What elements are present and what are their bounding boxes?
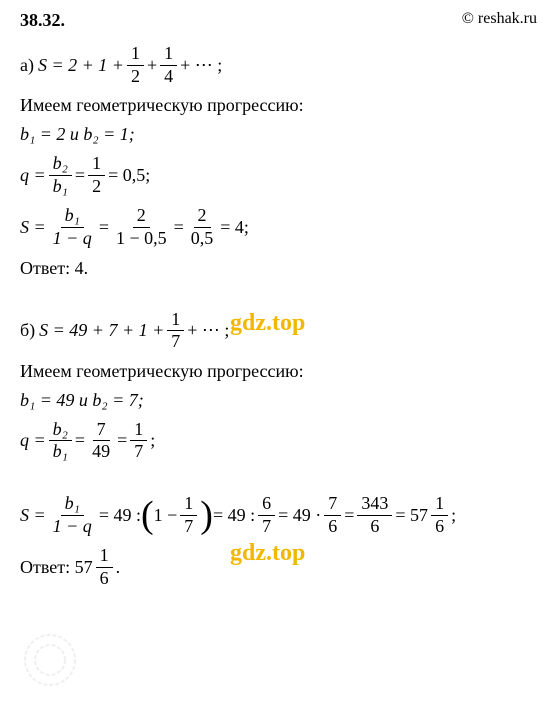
den: 2 <box>88 176 105 198</box>
den: 6 <box>431 516 448 538</box>
num: 1 <box>127 43 144 66</box>
dots: + ⋯ ; <box>180 55 222 76</box>
q-line-b: q = b₂ b₁ = 7 49 = 1 7 ; <box>20 419 537 463</box>
q-frac1b: b₂ b₁ <box>49 419 72 463</box>
s-frac1b: b₁ 1 − q <box>49 493 96 537</box>
q-line-a: q = b₂ b₁ = 1 2 = 0,5; <box>20 153 537 197</box>
plus: + <box>147 55 157 76</box>
s-frac5b: 1 6 <box>431 493 448 537</box>
s-frac2: 2 1 − 0,5 <box>112 205 171 249</box>
num: 1 <box>180 493 197 516</box>
eq: ; <box>150 430 155 451</box>
eq: = 0,5; <box>108 165 150 186</box>
dots: + ⋯ ; <box>187 320 229 341</box>
answer-a: Ответ: 4. <box>20 258 537 279</box>
den: 2 <box>127 66 144 88</box>
num: 1 <box>130 419 147 442</box>
num: 1 <box>167 309 184 332</box>
num: 2 <box>194 205 211 228</box>
answer-frac: 1 6 <box>96 545 113 589</box>
den: b₁ <box>49 441 72 463</box>
s-line-b: S = b₁ 1 − q = 49 : ( 1 − 1 7 ) = 49 : 6… <box>20 493 537 537</box>
s-frac2b: 6 7 <box>258 493 275 537</box>
series-b: S = 49 + 7 + 1 + <box>39 320 164 341</box>
inner: 1 − <box>154 505 178 526</box>
den: 1 − 0,5 <box>112 228 171 250</box>
den: 6 <box>324 516 341 538</box>
den: 6 <box>366 516 383 538</box>
s-frac1: b₁ 1 − q <box>49 205 96 249</box>
part-b-label: б) <box>20 320 35 341</box>
num: 1 <box>160 43 177 66</box>
eq: = 4; <box>220 217 249 238</box>
num: 7 <box>93 419 110 442</box>
eq: = 49 · <box>278 505 321 526</box>
eq: = 57 <box>395 505 428 526</box>
num: b₂ <box>49 419 72 442</box>
eq: = <box>99 217 109 238</box>
num: 1 <box>88 153 105 176</box>
part-a-label: а) <box>20 55 34 76</box>
den: 7 <box>258 516 275 538</box>
num: b₁ <box>61 205 84 228</box>
eq: = <box>344 505 354 526</box>
watermark-1: gdz.top <box>230 310 305 337</box>
num: 7 <box>324 493 341 516</box>
q-label: q = <box>20 165 46 186</box>
eq: ; <box>451 505 456 526</box>
frac-a1: 1 2 <box>127 43 144 87</box>
num: b₁ <box>61 493 84 516</box>
q-frac3b: 1 7 <box>130 419 147 463</box>
answer-label: Ответ: 57 <box>20 557 93 578</box>
s-frac4b: 343 6 <box>357 493 392 537</box>
q-frac2b: 7 49 <box>88 419 114 463</box>
frac-b1: 1 7 <box>167 309 184 353</box>
s-frac3b: 7 6 <box>324 493 341 537</box>
num: 6 <box>258 493 275 516</box>
den: 1 − q <box>49 228 96 250</box>
b-line-a: b₁ = 2 и b₂ = 1; <box>20 124 537 145</box>
inner-frac: 1 7 <box>180 493 197 537</box>
intro-a: Имеем геометрическую прогрессию: <box>20 95 537 116</box>
s-line-a: S = b₁ 1 − q = 2 1 − 0,5 = 2 0,5 = 4; <box>20 205 537 249</box>
answer-end: . <box>116 557 121 578</box>
num: b₂ <box>49 153 72 176</box>
den: 4 <box>160 66 177 88</box>
q-frac2: 1 2 <box>88 153 105 197</box>
watermark-2: gdz.top <box>230 540 305 567</box>
watermark-logo-icon <box>20 630 80 690</box>
s-frac3: 2 0,5 <box>187 205 218 249</box>
q-label: q = <box>20 430 46 451</box>
eq: = <box>75 165 85 186</box>
den: 7 <box>130 441 147 463</box>
num: 2 <box>133 205 150 228</box>
den: 6 <box>96 568 113 590</box>
part-a-series: а) S = 2 + 1 + 1 2 + 1 4 + ⋯ ; <box>20 43 537 87</box>
den: 7 <box>180 516 197 538</box>
series-a: S = 2 + 1 + <box>38 55 124 76</box>
s-label: S = <box>20 217 46 238</box>
paren-open: ( <box>141 500 154 530</box>
q-frac1: b₂ b₁ <box>49 153 72 197</box>
den: 49 <box>88 441 114 463</box>
eq: = 49 : <box>213 505 255 526</box>
b-line-b: b₁ = 49 и b₂ = 7; <box>20 390 537 411</box>
eq: = <box>174 217 184 238</box>
copyright: © reshak.ru <box>462 10 537 28</box>
intro-b: Имеем геометрическую прогрессию: <box>20 361 537 382</box>
problem-number: 38.32. <box>20 10 537 31</box>
num: 343 <box>357 493 392 516</box>
num: 1 <box>96 545 113 568</box>
eq: = <box>117 430 127 451</box>
den: b₁ <box>49 176 72 198</box>
den: 7 <box>167 331 184 353</box>
eq: = <box>75 430 85 451</box>
paren-close: ) <box>200 500 213 530</box>
num: 1 <box>431 493 448 516</box>
den: 1 − q <box>49 516 96 538</box>
den: 0,5 <box>187 228 218 250</box>
s-label: S = <box>20 505 46 526</box>
eq: = 49 : <box>99 505 141 526</box>
frac-a2: 1 4 <box>160 43 177 87</box>
